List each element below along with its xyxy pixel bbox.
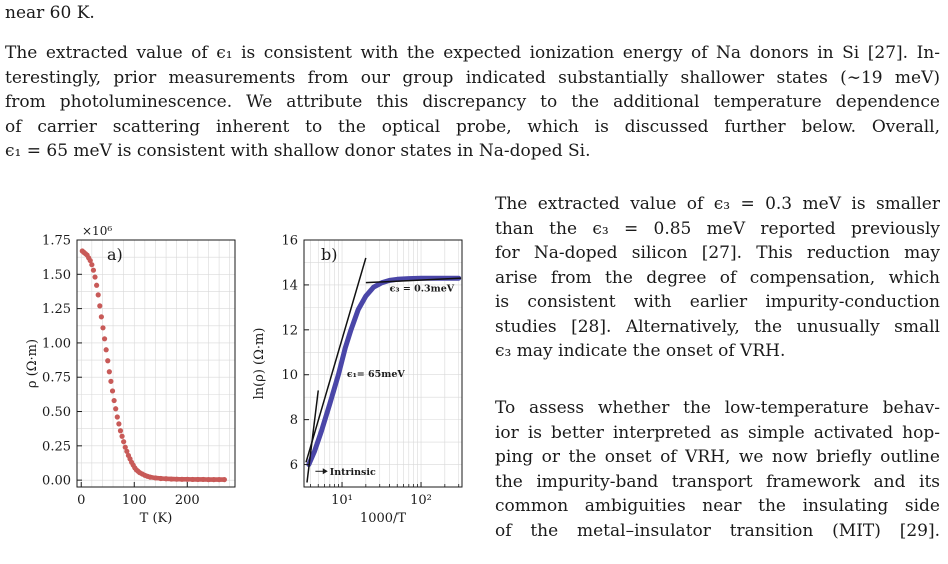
- data-point: [124, 448, 130, 454]
- data-point: [90, 267, 97, 273]
- data-point: [113, 406, 119, 412]
- text-line: ping or the onset of VRH, we now briefly…: [495, 447, 940, 467]
- paragraph-epsilon3: The extracted value of ϵ₃ = 0.3 meV is s…: [495, 192, 940, 364]
- y-tick-label: 1.25: [42, 302, 71, 317]
- x-tick-label: 10²: [410, 493, 432, 508]
- axis-ticks: 6 8 10 12 14 16 10¹ 10²: [281, 234, 460, 508]
- data-point: [119, 433, 125, 439]
- panel-label: b): [321, 245, 337, 264]
- y-tick-label: 1.50: [42, 268, 71, 283]
- series-line: [306, 275, 462, 467]
- data-point: [97, 303, 103, 309]
- data-point: [100, 325, 106, 331]
- x-tick-label: 100: [122, 493, 147, 508]
- y-tick-label: 8: [290, 413, 298, 428]
- data-point: [121, 439, 127, 445]
- text-line: the impurity-band transport framework an…: [495, 471, 940, 492]
- text-line: studies [28]. Alternatively, the unusual…: [495, 316, 940, 337]
- figure-resistivity: 0 100 2000.000.250.500.751.001.251.501.75 …: [25, 224, 463, 526]
- data-points: [79, 248, 227, 483]
- data-point: [89, 262, 95, 268]
- text-line: ϵ₁ = 65 meV is consistent with shallow d…: [5, 141, 591, 161]
- y-axis-label: ρ (Ω·m): [25, 339, 40, 388]
- text-line: for Na-doped silicon [27]. This reductio…: [495, 243, 940, 263]
- fit-line: [305, 257, 367, 463]
- text-line: terestingly, prior measurements from our…: [5, 67, 940, 88]
- text-line: than the ϵ₃ = 0.85 meV reported previous…: [495, 218, 940, 239]
- data-series: [306, 275, 462, 467]
- axis-ticks: 0 100 200 0.00 0.25 0.50 0.75 1.00 1.25 1.50 1.75: [42, 234, 200, 509]
- y-tick-label: 12: [281, 323, 298, 338]
- data-point: [220, 477, 226, 482]
- y-multiplier-label: ×10⁶: [82, 224, 112, 238]
- x-tick-label: 10¹: [331, 493, 353, 508]
- x-axis-label: T (K): [140, 511, 173, 526]
- panel-label: a): [107, 245, 123, 264]
- annotation-epsilon3: ϵ₃ = 0.3meV: [390, 284, 455, 295]
- data-point: [105, 358, 111, 364]
- data-point: [111, 397, 117, 404]
- text-line: from photoluminescence. We attribute thi…: [5, 92, 940, 112]
- y-tick-label: 14: [281, 278, 298, 293]
- fit-line: [365, 277, 461, 284]
- x-axis-label: 1000/T: [360, 511, 406, 526]
- x-tick-label: 0: [77, 493, 85, 508]
- annotation-intrinsic: Intrinsic: [330, 467, 376, 478]
- paragraph-ionization-energy: The extracted value of ϵ₁ is consistent …: [5, 41, 940, 164]
- chart-panel-b: 6 8 10 12 14 16 10¹ 10² b) ϵ₃ = 0.3meV ϵ₁= 65me…: [252, 234, 463, 526]
- data-point: [92, 274, 98, 280]
- text-line: common ambiguities near the insulating s…: [495, 496, 940, 516]
- data-point: [98, 314, 104, 320]
- y-tick-label: 16: [281, 234, 298, 249]
- y-tick-label: 10: [281, 368, 298, 383]
- data-point: [109, 388, 116, 394]
- text-line: of carrier scattering inherent to the op…: [5, 116, 940, 137]
- text-line-top: near 60 K.: [5, 3, 95, 23]
- data-point: [103, 347, 109, 353]
- data-point: [116, 421, 122, 427]
- plot-frame: [303, 239, 463, 488]
- data-point: [87, 257, 93, 264]
- plot-frame: [76, 239, 236, 488]
- text-line: To assess whether the low-temperature be…: [495, 398, 940, 418]
- chart-panel-a: 0 100 2000.000.250.500.751.001.251.501.75 …: [25, 224, 236, 526]
- intrinsic-arrowhead: [322, 468, 328, 475]
- y-tick-label: 6: [290, 458, 298, 473]
- data-point: [101, 336, 108, 342]
- y-tick-label: 1.75: [42, 234, 71, 249]
- text-line: The extracted value of ϵ₁ is consistent …: [5, 43, 940, 63]
- text-line: ior is better interpreted as simple acti…: [495, 422, 940, 443]
- text-line: ϵ₃ may indicate the onset of VRH.: [495, 341, 786, 361]
- fit-line: [306, 390, 320, 483]
- data-point: [117, 428, 124, 434]
- text-line: The extracted value of ϵ₃ = 0.3 meV is s…: [495, 194, 940, 214]
- text-line: of the metal–insulator transition (MIT) …: [495, 520, 940, 541]
- data-point: [94, 282, 100, 288]
- fit-lines: [305, 257, 461, 483]
- data-point: [106, 369, 112, 375]
- data-point: [108, 378, 114, 384]
- paragraph-vrh: To assess whether the low-temperature be…: [495, 396, 940, 543]
- grid: [304, 239, 462, 488]
- y-tick-label: 0.25: [42, 439, 71, 454]
- annotation-epsilon1: ϵ₁= 65meV: [347, 369, 406, 380]
- y-tick-label: 0.75: [42, 371, 71, 386]
- data-point: [122, 444, 128, 450]
- y-axis-label: ln(ρ) (Ω·m): [252, 328, 267, 400]
- x-tick-label: 200: [175, 493, 200, 508]
- y-tick-label: 1.00: [42, 336, 71, 351]
- text-line: arise from the degree of compensation, w…: [495, 267, 940, 288]
- y-tick-label: 0.00: [42, 474, 71, 489]
- text-line: is consistent with earlier impurity-cond…: [495, 292, 940, 312]
- data-point: [95, 292, 101, 298]
- y-tick-label: 0.50: [42, 405, 71, 420]
- grid: [77, 239, 235, 487]
- data-point: [114, 414, 120, 420]
